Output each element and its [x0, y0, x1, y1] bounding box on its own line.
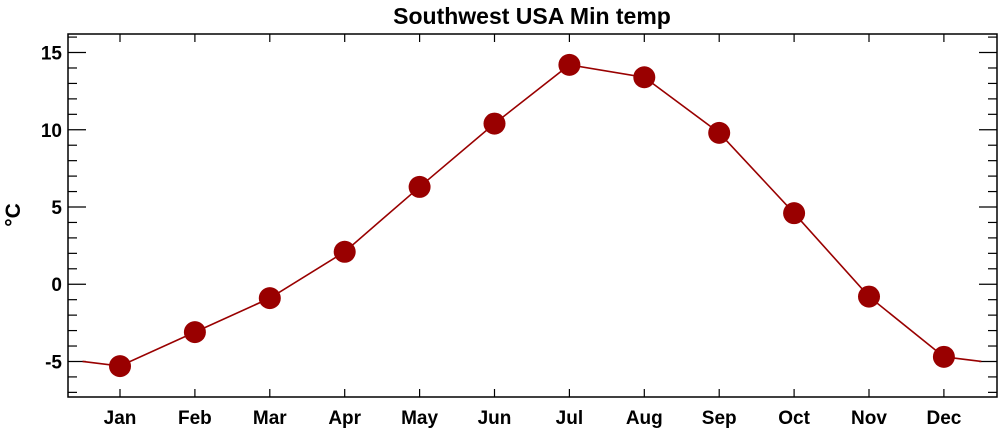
x-tick-label: May [401, 408, 438, 429]
y-tick-label: 0 [51, 275, 62, 296]
x-tick-label: Aug [626, 408, 663, 429]
chart-title: Southwest USA Min temp [393, 3, 671, 29]
x-tick-label: Apr [328, 408, 361, 429]
data-point-jan [109, 355, 131, 378]
y-tick-label: -5 [45, 352, 62, 373]
data-point-dec [932, 345, 955, 368]
x-tick-label: Sep [702, 408, 737, 429]
x-tick-label: Jul [556, 408, 583, 429]
y-tick-label: 5 [51, 198, 62, 219]
data-point-feb [183, 321, 206, 344]
data-point-aug [633, 66, 656, 89]
data-point-jun [483, 112, 506, 135]
x-tick-label: Oct [778, 408, 810, 429]
y-axis-label: °C [2, 203, 25, 227]
data-point-apr [333, 240, 356, 263]
x-tick-label: Feb [178, 408, 212, 429]
x-tick-label: Mar [253, 408, 287, 429]
y-tick-label: 10 [41, 121, 62, 142]
data-point-nov [858, 285, 880, 308]
plot-frame [67, 33, 998, 398]
y-tick-label: 15 [41, 44, 63, 65]
data-point-oct [783, 202, 806, 225]
x-tick-label: Jun [478, 408, 512, 429]
data-point-jul [558, 53, 581, 76]
series-line [82, 64, 982, 367]
x-tick-label: Nov [851, 408, 887, 429]
x-tick-label: Dec [926, 408, 961, 429]
data-point-mar [258, 287, 281, 310]
data-point-may [408, 175, 431, 198]
data-point-sep [708, 121, 731, 144]
x-tick-label: Jan [104, 408, 137, 429]
